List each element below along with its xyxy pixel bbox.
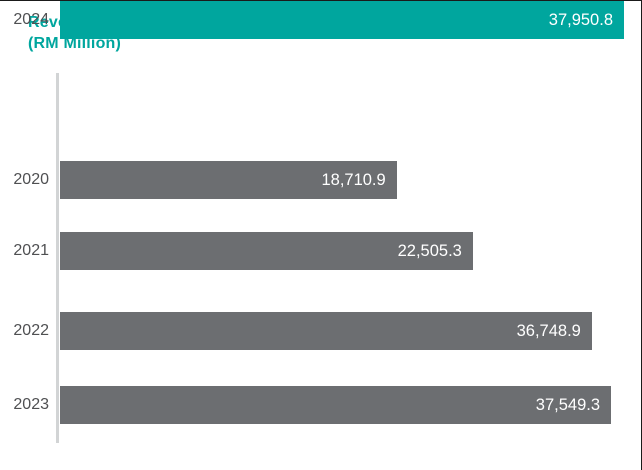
revenue-bar: 18,710.9 — [60, 161, 397, 199]
category-label: 2023 — [13, 396, 49, 413]
category-label: 2022 — [13, 322, 49, 339]
category-label: 2021 — [13, 242, 49, 259]
value-label: 22,505.3 — [397, 242, 462, 260]
chart-title-line2: (RM Million) — [28, 35, 122, 52]
value-label: 18,710.9 — [321, 171, 386, 189]
bar-row-2021: 2021 22,505.3 — [0, 232, 641, 270]
value-label: 36,748.9 — [516, 322, 581, 340]
y-axis-line — [56, 73, 59, 443]
revenue-bar: 22,505.3 — [60, 232, 473, 270]
revenue-bar: 36,748.9 — [60, 312, 592, 350]
revenue-bar: 37,950.8 — [60, 1, 624, 39]
category-label: 2024 — [13, 11, 49, 28]
bar-row-2023: 2023 37,549.3 — [0, 386, 641, 424]
category-label: 2020 — [13, 171, 49, 188]
value-label: 37,549.3 — [535, 396, 601, 414]
bar-row-2024: 2024 37,950.8 — [0, 1, 641, 39]
bar-row-2022: 2022 36,748.9 — [0, 312, 641, 350]
revenue-bar: 37,549.3 — [60, 386, 612, 424]
value-label: 37,950.8 — [548, 11, 613, 29]
bar-row-2020: 2020 18,710.9 — [0, 161, 641, 199]
